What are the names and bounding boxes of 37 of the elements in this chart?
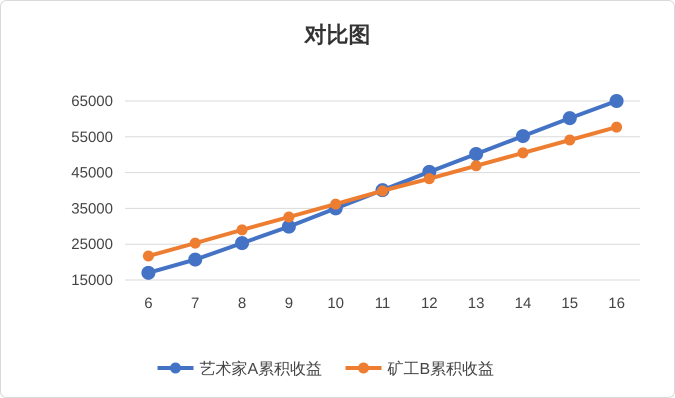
point xyxy=(142,250,154,262)
chart-title: 对比图 xyxy=(304,22,370,47)
point xyxy=(141,266,156,280)
point xyxy=(283,211,294,222)
y-tick-label: 15000 xyxy=(71,272,113,289)
point xyxy=(424,173,435,184)
x-tick-label: 13 xyxy=(468,295,484,312)
legend-label: 矿工B累积收益 xyxy=(386,360,494,378)
x-tick-label: 7 xyxy=(191,295,200,312)
legend-label: 艺术家A累积收益 xyxy=(200,360,322,378)
point xyxy=(236,224,248,236)
y-tick-label: 35000 xyxy=(71,200,113,218)
x-tick-label: 9 xyxy=(284,295,294,312)
x-tick-label: 6 xyxy=(144,295,153,312)
point xyxy=(611,122,622,133)
x-tick-label: 15 xyxy=(561,295,578,312)
point xyxy=(190,238,201,249)
x-tick-label: 11 xyxy=(374,295,390,312)
point xyxy=(562,111,577,126)
point xyxy=(470,160,482,172)
point xyxy=(610,94,624,108)
point xyxy=(564,134,576,146)
x-tick-label: 16 xyxy=(608,295,625,312)
x-tick-label: 14 xyxy=(514,295,532,312)
x-tick-label: 10 xyxy=(327,295,344,312)
point xyxy=(517,147,528,158)
x-tick-label: 8 xyxy=(238,295,246,312)
point xyxy=(330,198,342,210)
point xyxy=(235,236,250,250)
y-tick-label: 55000 xyxy=(71,128,113,146)
y-tick-label: 65000 xyxy=(71,93,113,110)
y-tick-label: 25000 xyxy=(71,236,113,254)
x-tick-label: 12 xyxy=(420,295,438,312)
point xyxy=(188,252,202,267)
point xyxy=(469,146,484,161)
y-tick-label: 45000 xyxy=(71,164,113,182)
point xyxy=(516,129,530,144)
